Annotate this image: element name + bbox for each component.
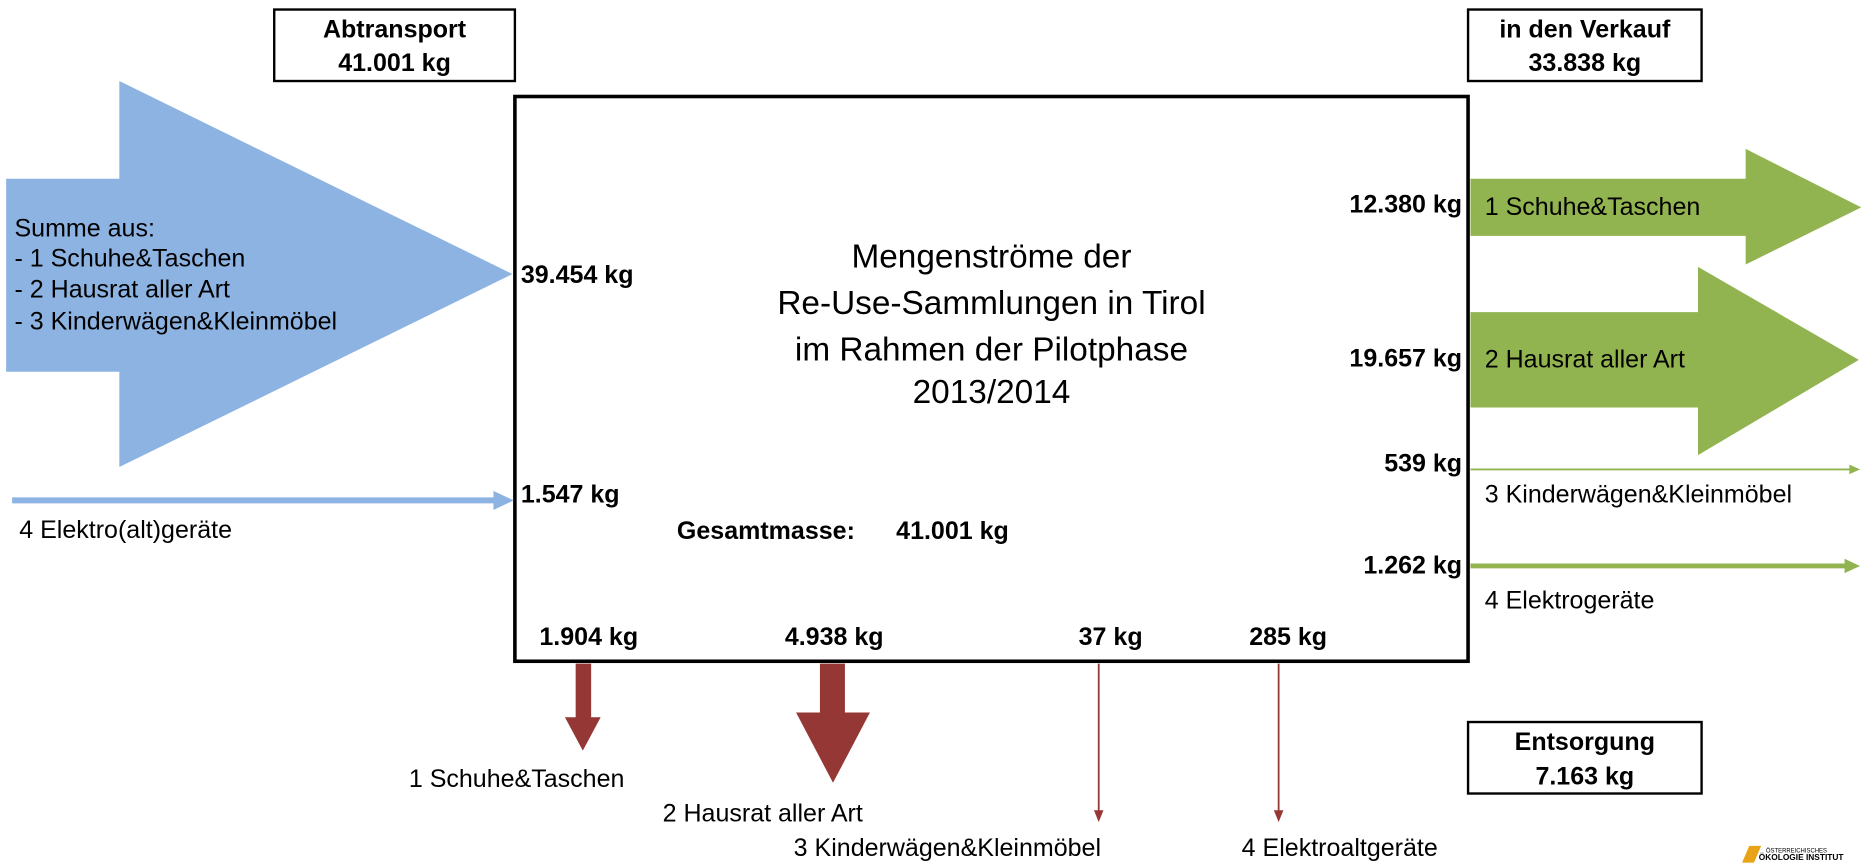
total-label: Gesamtmasse: — [677, 517, 855, 545]
diagram-title: Re-Use-Sammlungen in Tirol — [777, 285, 1205, 322]
header-title: Entsorgung — [1515, 728, 1655, 756]
output-value: 1.262 kg — [1363, 552, 1462, 580]
header-value: 7.163 kg — [1535, 763, 1634, 791]
arrow-head — [1093, 810, 1104, 823]
output-label: 2 Hausrat aller Art — [1485, 346, 1685, 374]
arrow-head — [1273, 810, 1284, 823]
input-label: 4 Elektro(alt)geräte — [19, 516, 232, 544]
input-arrow — [6, 81, 513, 468]
output-arrow — [1470, 148, 1862, 265]
logo-text: ÖSTERREICHISCHES — [1766, 847, 1827, 854]
disposal-value: 285 kg — [1249, 623, 1327, 651]
disposal-label: 3 Kinderwägen&Kleinmöbel — [794, 834, 1101, 862]
diagram-title: 2013/2014 — [913, 374, 1071, 411]
diagram-title: im Rahmen der Pilotphase — [795, 331, 1188, 368]
output-label: 1 Schuhe&Taschen — [1485, 193, 1701, 221]
input-label: - 3 Kinderwägen&Kleinmöbel — [14, 307, 337, 335]
total-value: 41.001 kg — [896, 517, 1009, 545]
header-title: in den Verkauf — [1499, 16, 1671, 44]
output-label: 4 Elektrogeräte — [1485, 586, 1655, 614]
arrow-head — [493, 490, 514, 510]
input-label: Summe aus: — [14, 215, 154, 243]
arrow-head — [1849, 464, 1861, 475]
output-value: 19.657 kg — [1349, 344, 1462, 372]
disposal-value: 37 kg — [1079, 623, 1143, 651]
input-label: - 1 Schuhe&Taschen — [14, 244, 245, 272]
header-value: 41.001 kg — [338, 49, 451, 77]
input-value: 39.454 kg — [521, 261, 634, 289]
header-box — [273, 8, 517, 83]
disposal-value: 4.938 kg — [785, 623, 884, 651]
header-value: 33.838 kg — [1528, 49, 1641, 77]
disposal-label: 1 Schuhe&Taschen — [409, 765, 625, 793]
diagram-title: Mengenströme der — [851, 238, 1131, 275]
disposal-value: 1.904 kg — [539, 623, 638, 651]
header-title: Abtransport — [323, 16, 467, 44]
arrow-head — [1844, 558, 1861, 574]
disposal-label: 4 Elektroaltgeräte — [1242, 834, 1438, 862]
logo-mark — [1742, 845, 1762, 863]
output-value: 539 kg — [1384, 449, 1462, 477]
output-value: 12.380 kg — [1349, 191, 1462, 219]
logo-text: ÖKOLOGIE INSTITUT — [1759, 852, 1844, 862]
output-label: 3 Kinderwägen&Kleinmöbel — [1485, 480, 1792, 508]
output-arrow — [1470, 266, 1859, 456]
header-box — [1466, 8, 1703, 83]
process-box — [513, 94, 1470, 664]
disposal-label: 2 Hausrat aller Art — [663, 800, 863, 828]
input-value: 1.547 kg — [521, 480, 620, 508]
disposal-arrow — [796, 663, 870, 783]
input-label: - 2 Hausrat aller Art — [14, 275, 230, 303]
disposal-arrow — [564, 663, 601, 751]
header-box — [1466, 720, 1703, 795]
